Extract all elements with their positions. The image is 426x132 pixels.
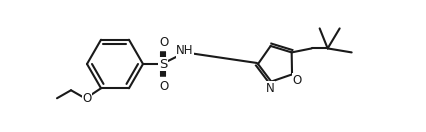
Text: O: O [82, 92, 92, 105]
Text: O: O [159, 79, 169, 93]
Text: O: O [292, 74, 302, 87]
Text: NH: NH [176, 44, 194, 58]
Text: N: N [266, 82, 275, 95]
Text: S: S [159, 58, 167, 70]
Text: O: O [159, 36, 169, 48]
